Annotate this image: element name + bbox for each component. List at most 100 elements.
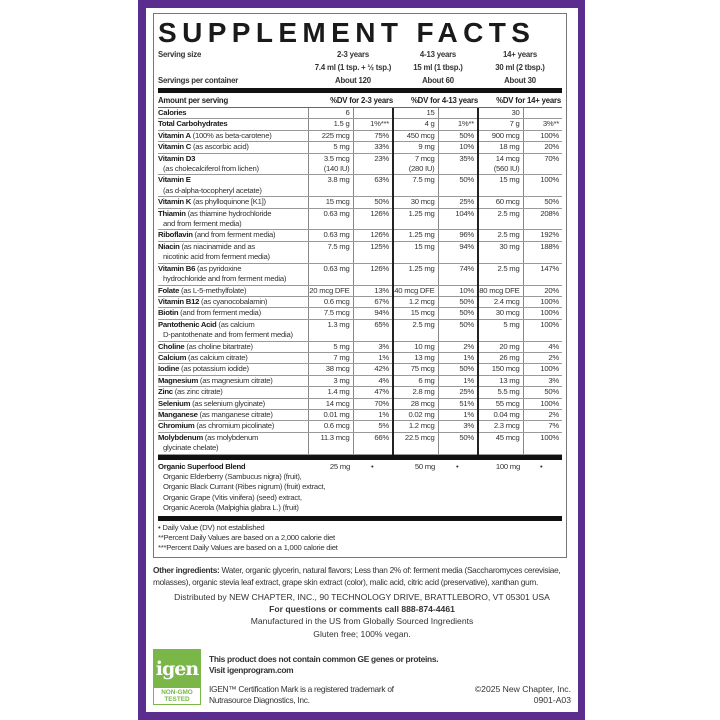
nutrient-row: Vitamin B12 (as cyanocobalamin) 0.6 mcg 67… [158, 296, 562, 309]
amount: 5 mg [307, 141, 353, 154]
nutrient-row: Chromium (as chromium picolinate) 0.6 mcg… [158, 420, 562, 433]
certification-footer: igen NON-GMO TESTED This product does no… [153, 648, 571, 709]
nutrient-source: (as cholecalciferol from lichen) [163, 164, 259, 174]
amount: 2.8 mg [392, 386, 438, 399]
amount: 0.63 mg [307, 208, 353, 231]
daily-value: 100% [522, 174, 562, 198]
amount: 2.5 mg [477, 263, 523, 286]
nutrient-name: Magnesium [158, 375, 199, 385]
amount: 1.3 mg [307, 319, 353, 342]
daily-value: 7% [522, 420, 562, 433]
serving-age: 2-3 years [336, 50, 369, 59]
blend-amount: 50 mg [414, 461, 435, 471]
nutrient-name: Total Carbohydrates [158, 119, 228, 129]
daily-value: 25% [437, 386, 478, 399]
superfood-blend: Organic Superfood Blend Organic Elderber… [158, 462, 562, 514]
amount: 38 mcg [307, 363, 353, 376]
amount: 3.5 mcg (140 IU) [307, 153, 353, 176]
daily-value: 126% [352, 208, 393, 231]
amount: 7 mcg (280 IU) [392, 153, 438, 176]
nutrient-name: Iodine [158, 364, 180, 374]
amount: 0.63 mg [307, 263, 353, 286]
nutrient-label: Calcium (as calcium citrate) [158, 352, 308, 365]
nutrient-label: Biotin (and from ferment media) [158, 307, 308, 320]
nutrient-name: Folate [158, 285, 180, 295]
nutrient-row: Vitamin K (as phylloquinone [K1]) 15 mcg 5… [158, 196, 562, 209]
amount: 75 mcg [392, 363, 438, 376]
nutrient-row: Vitamin B6 (as pyridoxine hydrochloride … [158, 263, 562, 286]
servings-per-container-label: Servings per container [158, 76, 239, 85]
nutrient-source: (as phylloquinone [K1]) [191, 197, 266, 207]
nutrient-source: (as calcium citrate) [186, 352, 248, 362]
nutrient-label: Selenium (as selenium glycinate) [158, 398, 308, 410]
amount: 18 mg [477, 141, 523, 154]
nutrient-row: Manganese (as manganese citrate) 0.01 mg 1… [158, 409, 562, 422]
amount: 30 mg [477, 241, 523, 264]
nutrient-label: Vitamin D3 (as cholecalciferol from lich… [158, 153, 308, 176]
nutrient-label: Chromium (as chromium picolinate) [158, 420, 308, 433]
nutrient-name: Niacin [158, 241, 180, 251]
daily-value: 5% [352, 420, 393, 433]
nutrient-source: (as pyridoxine hydrochloride and from fe… [163, 263, 287, 284]
daily-value: 50% [437, 432, 478, 455]
daily-value: 100% [522, 296, 562, 309]
nutrient-source: (as L-5-methylfolate) [179, 285, 247, 295]
nutrient-source: (as thiamine hydrochloride and from ferm… [163, 208, 272, 229]
daily-value: 1%** [437, 118, 478, 131]
amount: 7.5 mg [392, 174, 438, 198]
amount: 0.6 mcg [307, 420, 353, 433]
amount: 60 mcg [477, 196, 523, 209]
nutrient-row: Biotin (and from ferment media) 7.5 mcg 94… [158, 307, 562, 320]
nutrient-name: Vitamin B6 [158, 263, 196, 273]
nutrient-source: (as niacinamide and as nicotinic acid fr… [163, 241, 270, 262]
daily-value: 3% [352, 341, 393, 353]
nutrient-source: (as molybdenum glycinate chelate) [163, 432, 259, 453]
daily-value: 94% [437, 241, 478, 264]
other-ingredients-label: Other ingredients: [153, 564, 220, 575]
daily-value: 147% [522, 263, 562, 286]
daily-value: 70% [522, 153, 562, 176]
amount: 2.4 mcg [477, 296, 523, 309]
daily-value: 70% [352, 398, 393, 410]
dv-header-4-13: %DV for 4-13 years [410, 96, 478, 105]
nutrient-label: Pantothenic Acid (as calcium D-pantothen… [158, 319, 308, 342]
label-background: SUPPLEMENT FACTS Serving size Servings p… [146, 8, 578, 712]
supplement-facts-panel: SUPPLEMENT FACTS Serving size Servings p… [153, 13, 567, 558]
nutrient-name: Vitamin E [158, 175, 191, 185]
amount: 6 [307, 108, 353, 120]
amount: 2.5 mg [477, 208, 523, 231]
daily-value: 75% [352, 130, 393, 143]
daily-value: 1%*** [352, 118, 393, 131]
non-gmo-badge: NON-GMO TESTED [161, 688, 193, 704]
amount: 0.01 mg [307, 409, 353, 422]
daily-value: 2% [522, 352, 562, 365]
blend-name: Organic Superfood Blend [158, 461, 246, 471]
nutrient-row: Vitamin D3 (as cholecalciferol from lich… [158, 153, 562, 176]
nutrient-row: Zinc (as zinc citrate) 1.4 mg 47% 2.8 mg 25%… [158, 386, 562, 399]
copyright: ©2025 New Chapter, Inc. [474, 683, 571, 694]
product-code: 0901-A03 [533, 694, 571, 705]
daily-value: 25% [437, 196, 478, 209]
blend-amount: 25 mg [329, 461, 350, 471]
igen-link[interactable]: Visit igenprogram.com [209, 664, 294, 675]
daily-value [522, 108, 562, 120]
daily-value: 50% [437, 130, 478, 143]
nutrient-label: Riboflavin (and from ferment media) [158, 229, 308, 242]
daily-value: 47% [352, 386, 393, 399]
amount: 14 mcg [307, 398, 353, 410]
amount: 4 g [392, 118, 438, 131]
nutrient-name: Vitamin B12 [158, 296, 200, 306]
amount: 22.5 mcg [392, 432, 438, 455]
daily-value: 50% [352, 196, 393, 209]
nutrient-name: Vitamin A [158, 130, 191, 140]
amount: 15 mg [392, 241, 438, 264]
daily-value: 1% [352, 352, 393, 365]
amount: 1.4 mg [307, 386, 353, 399]
serving-size: 30 ml (2 tbsp.) [495, 63, 545, 72]
nutrient-row: Calcium (as calcium citrate) 7 mg 1% 13 mg 1… [158, 352, 562, 365]
daily-value: 50% [522, 196, 562, 209]
daily-value: 3% [437, 420, 478, 433]
amount: 1.25 mg [392, 263, 438, 286]
daily-value: 125% [352, 241, 393, 264]
